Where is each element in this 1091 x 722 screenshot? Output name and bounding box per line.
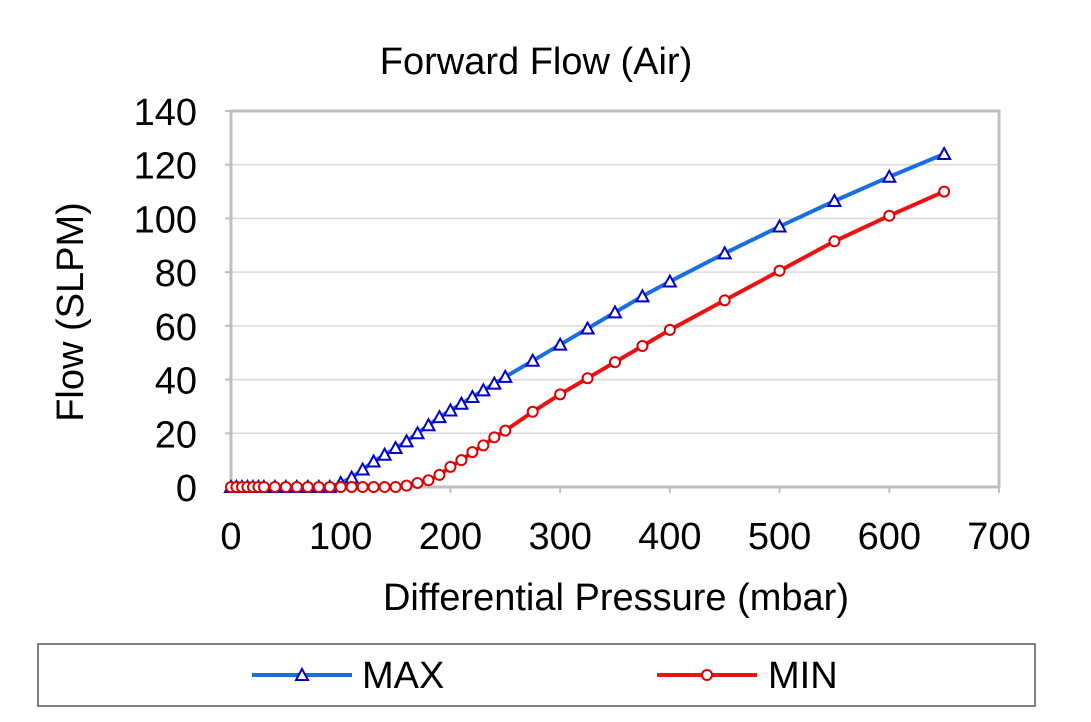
legend-box bbox=[37, 643, 1036, 707]
x-tick-label-0: 0 bbox=[220, 516, 241, 558]
data-point-min-23 bbox=[444, 460, 457, 473]
data-point-max-39 bbox=[936, 145, 952, 160]
x-tick-label-600: 600 bbox=[858, 516, 921, 558]
data-point-min-29 bbox=[526, 405, 539, 418]
data-point-max-19 bbox=[398, 433, 415, 448]
legend-label-max: MAX bbox=[362, 655, 444, 697]
data-point-max-37 bbox=[826, 192, 843, 207]
data-point-min-9 bbox=[290, 481, 303, 493]
data-point-max-16 bbox=[365, 453, 382, 468]
data-point-min-21 bbox=[422, 474, 435, 487]
data-point-min-19 bbox=[400, 479, 413, 492]
y-axis-title: Flow (SLPM) bbox=[50, 202, 92, 422]
data-point-max-28 bbox=[497, 368, 513, 383]
data-point-min-36 bbox=[773, 264, 786, 277]
data-point-min-26 bbox=[477, 439, 490, 452]
data-point-max-38 bbox=[881, 168, 897, 183]
data-point-min-18 bbox=[389, 481, 402, 493]
data-point-min-16 bbox=[367, 481, 380, 493]
data-point-min-14 bbox=[345, 481, 358, 493]
grid-lines bbox=[231, 163, 999, 435]
y-tick-label-40: 40 bbox=[155, 361, 197, 403]
data-point-min-20 bbox=[411, 476, 424, 489]
data-point-min-33 bbox=[636, 340, 649, 352]
data-point-max-18 bbox=[387, 439, 404, 455]
data-point-max-21 bbox=[420, 417, 437, 432]
data-point-min-27 bbox=[488, 431, 501, 444]
y-tick-label-100: 100 bbox=[134, 199, 197, 241]
series-layer bbox=[223, 145, 952, 493]
x-tick-label-500: 500 bbox=[748, 516, 811, 558]
legend-item-max: MAX bbox=[252, 655, 444, 697]
data-point-max-35 bbox=[717, 245, 733, 260]
x-tick-label-400: 400 bbox=[638, 516, 701, 558]
legend-marker-circle-icon bbox=[701, 669, 713, 681]
plot-area bbox=[229, 109, 1001, 489]
data-point-min-17 bbox=[378, 481, 391, 493]
data-point-min-10 bbox=[301, 481, 314, 493]
data-point-min-37 bbox=[828, 235, 841, 248]
data-point-max-34 bbox=[662, 273, 678, 288]
data-point-min-25 bbox=[466, 446, 479, 459]
data-point-max-33 bbox=[634, 288, 651, 303]
data-point-max-24 bbox=[453, 395, 470, 410]
legend-marker-triangle-icon bbox=[294, 666, 310, 681]
y-tick-label-140: 140 bbox=[134, 92, 197, 134]
axis-ticks: 0 20 40 60 80 100 120 140 0 100 200 300 400 500 600 700 bbox=[134, 92, 1031, 558]
data-point-max-36 bbox=[771, 218, 788, 233]
data-point-max-30 bbox=[552, 336, 568, 351]
y-tick-label-120: 120 bbox=[134, 146, 197, 188]
x-tick-label-700: 700 bbox=[967, 516, 1030, 558]
data-point-min-34 bbox=[663, 323, 676, 336]
legend-item-min: MIN bbox=[657, 655, 838, 697]
data-point-max-25 bbox=[464, 388, 481, 404]
data-point-min-39 bbox=[938, 185, 951, 198]
data-point-max-22 bbox=[431, 409, 448, 424]
data-point-max-20 bbox=[409, 425, 426, 440]
data-point-max-23 bbox=[442, 402, 459, 417]
y-tick-label-60: 60 bbox=[155, 307, 197, 349]
data-point-max-29 bbox=[525, 352, 541, 367]
data-point-min-15 bbox=[356, 481, 369, 493]
data-point-min-22 bbox=[433, 468, 446, 481]
data-point-max-32 bbox=[607, 304, 623, 319]
x-tick-label-200: 200 bbox=[419, 516, 482, 558]
data-point-max-26 bbox=[475, 382, 492, 397]
data-point-min-31 bbox=[581, 372, 594, 385]
data-point-min-7 bbox=[268, 481, 281, 493]
data-point-max-17 bbox=[376, 446, 393, 461]
data-point-min-38 bbox=[883, 209, 896, 222]
chart-title: Forward Flow (Air) bbox=[380, 41, 692, 83]
x-axis-title: Differential Pressure (mbar) bbox=[383, 577, 849, 619]
x-tick-label-300: 300 bbox=[528, 516, 591, 558]
data-point-min-13 bbox=[334, 481, 347, 493]
data-point-min-12 bbox=[323, 481, 336, 493]
data-point-min-11 bbox=[312, 481, 325, 493]
data-point-max-31 bbox=[579, 320, 596, 335]
data-point-min-6 bbox=[257, 481, 270, 493]
data-point-min-35 bbox=[718, 294, 731, 307]
data-point-min-8 bbox=[279, 481, 292, 493]
legend-label-min: MIN bbox=[768, 655, 838, 697]
data-point-min-28 bbox=[499, 424, 512, 437]
data-point-min-24 bbox=[455, 454, 468, 467]
data-point-min-32 bbox=[609, 356, 621, 369]
y-tick-label-80: 80 bbox=[155, 253, 197, 295]
y-tick-label-20: 20 bbox=[155, 414, 197, 456]
x-tick-label-100: 100 bbox=[309, 516, 372, 558]
data-point-min-30 bbox=[554, 388, 567, 401]
data-point-max-15 bbox=[354, 461, 371, 476]
y-tick-label-0: 0 bbox=[176, 468, 197, 510]
data-point-max-27 bbox=[486, 375, 502, 390]
